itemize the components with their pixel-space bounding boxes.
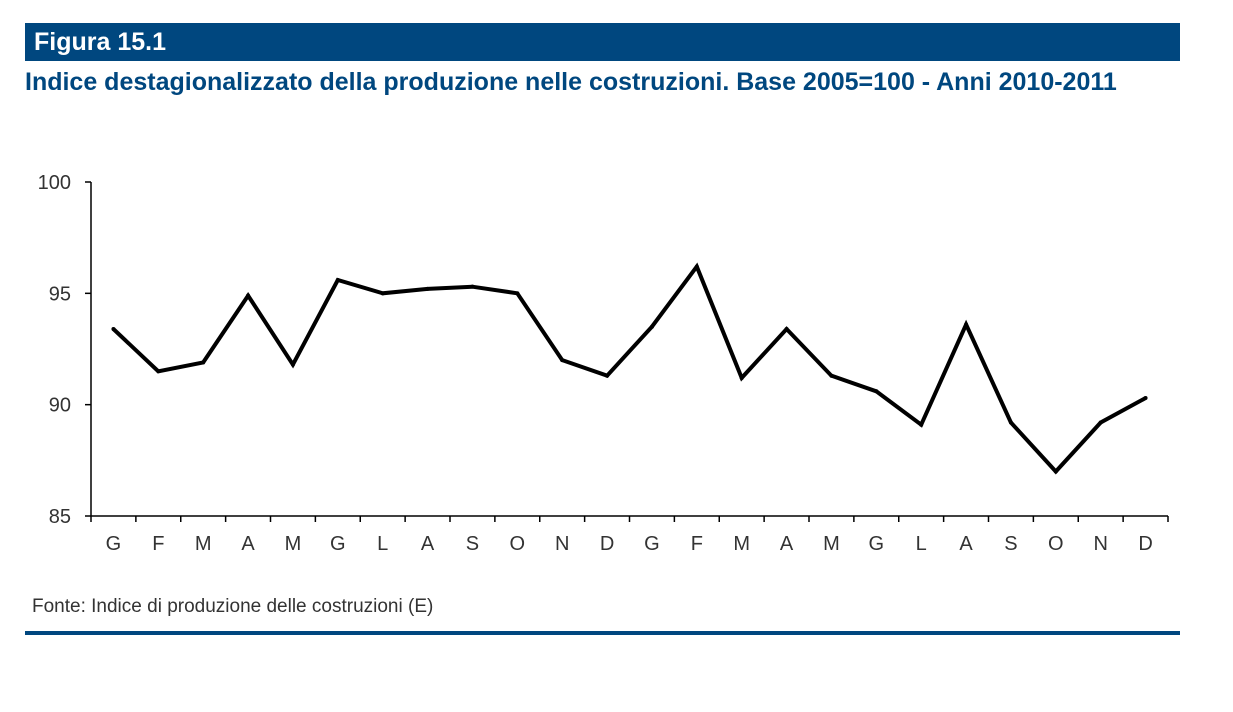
data-point (1098, 420, 1103, 425)
y-tick-label: 85 (49, 506, 71, 528)
x-tick-label: A (780, 533, 794, 555)
source-note: Fonte: Indice di produzione delle costru… (32, 596, 434, 617)
data-point (290, 362, 295, 367)
data-point (964, 322, 969, 327)
data-point (335, 277, 340, 282)
data-point (201, 360, 206, 365)
series-layer (111, 262, 1148, 475)
data-point (1008, 420, 1013, 425)
y-tick-label: 100 (38, 172, 71, 194)
y-tick-label: 95 (49, 283, 71, 305)
y-axis: 85 90 95 100 (38, 172, 92, 528)
figure-label: Figura 15.1 (34, 28, 166, 56)
data-point (515, 291, 520, 296)
x-tick-label: G (869, 533, 885, 555)
x-tick-label: M (823, 533, 840, 555)
series-line-0 (112, 262, 1147, 475)
data-point (560, 358, 565, 363)
x-tick-label: M (285, 533, 302, 555)
data-point (111, 326, 116, 331)
data-point (425, 286, 430, 291)
data-point (874, 389, 879, 394)
x-tick-label: S (1004, 533, 1017, 555)
data-point (739, 375, 744, 380)
figure-banner: Figura 15.1 (25, 23, 1180, 61)
data-point (1143, 395, 1148, 400)
x-tick-label: L (377, 533, 388, 555)
data-point (694, 264, 699, 269)
data-point (380, 291, 385, 296)
data-point (919, 422, 924, 427)
x-tick-label: G (106, 533, 122, 555)
chart-title: Indice destagionalizzato della produzion… (25, 68, 1117, 96)
x-tick-label: F (691, 533, 703, 555)
x-tick-label: M (195, 533, 212, 555)
x-tick-label: N (1093, 533, 1107, 555)
data-point (470, 284, 475, 289)
data-point (829, 373, 834, 378)
data-point (246, 293, 251, 298)
y-tick-label: 90 (49, 395, 71, 417)
x-tick-label: A (421, 533, 435, 555)
x-tick-label: D (600, 533, 614, 555)
x-tick-label: O (1048, 533, 1064, 555)
data-point (1053, 469, 1058, 474)
x-tick-label: N (555, 533, 569, 555)
x-tick-label: L (916, 533, 927, 555)
x-tick-label: A (241, 533, 255, 555)
x-tick-label: S (466, 533, 479, 555)
x-tick-label: F (152, 533, 164, 555)
data-point (784, 326, 789, 331)
x-tick-label: G (644, 533, 660, 555)
x-tick-label: G (330, 533, 346, 555)
data-point (156, 369, 161, 374)
bottom-rule (25, 631, 1180, 635)
x-tick-label: D (1138, 533, 1152, 555)
data-point (649, 324, 654, 329)
data-point (605, 373, 610, 378)
x-tick-label: A (959, 533, 973, 555)
x-tick-label: O (510, 533, 526, 555)
x-tick-label: M (733, 533, 750, 555)
